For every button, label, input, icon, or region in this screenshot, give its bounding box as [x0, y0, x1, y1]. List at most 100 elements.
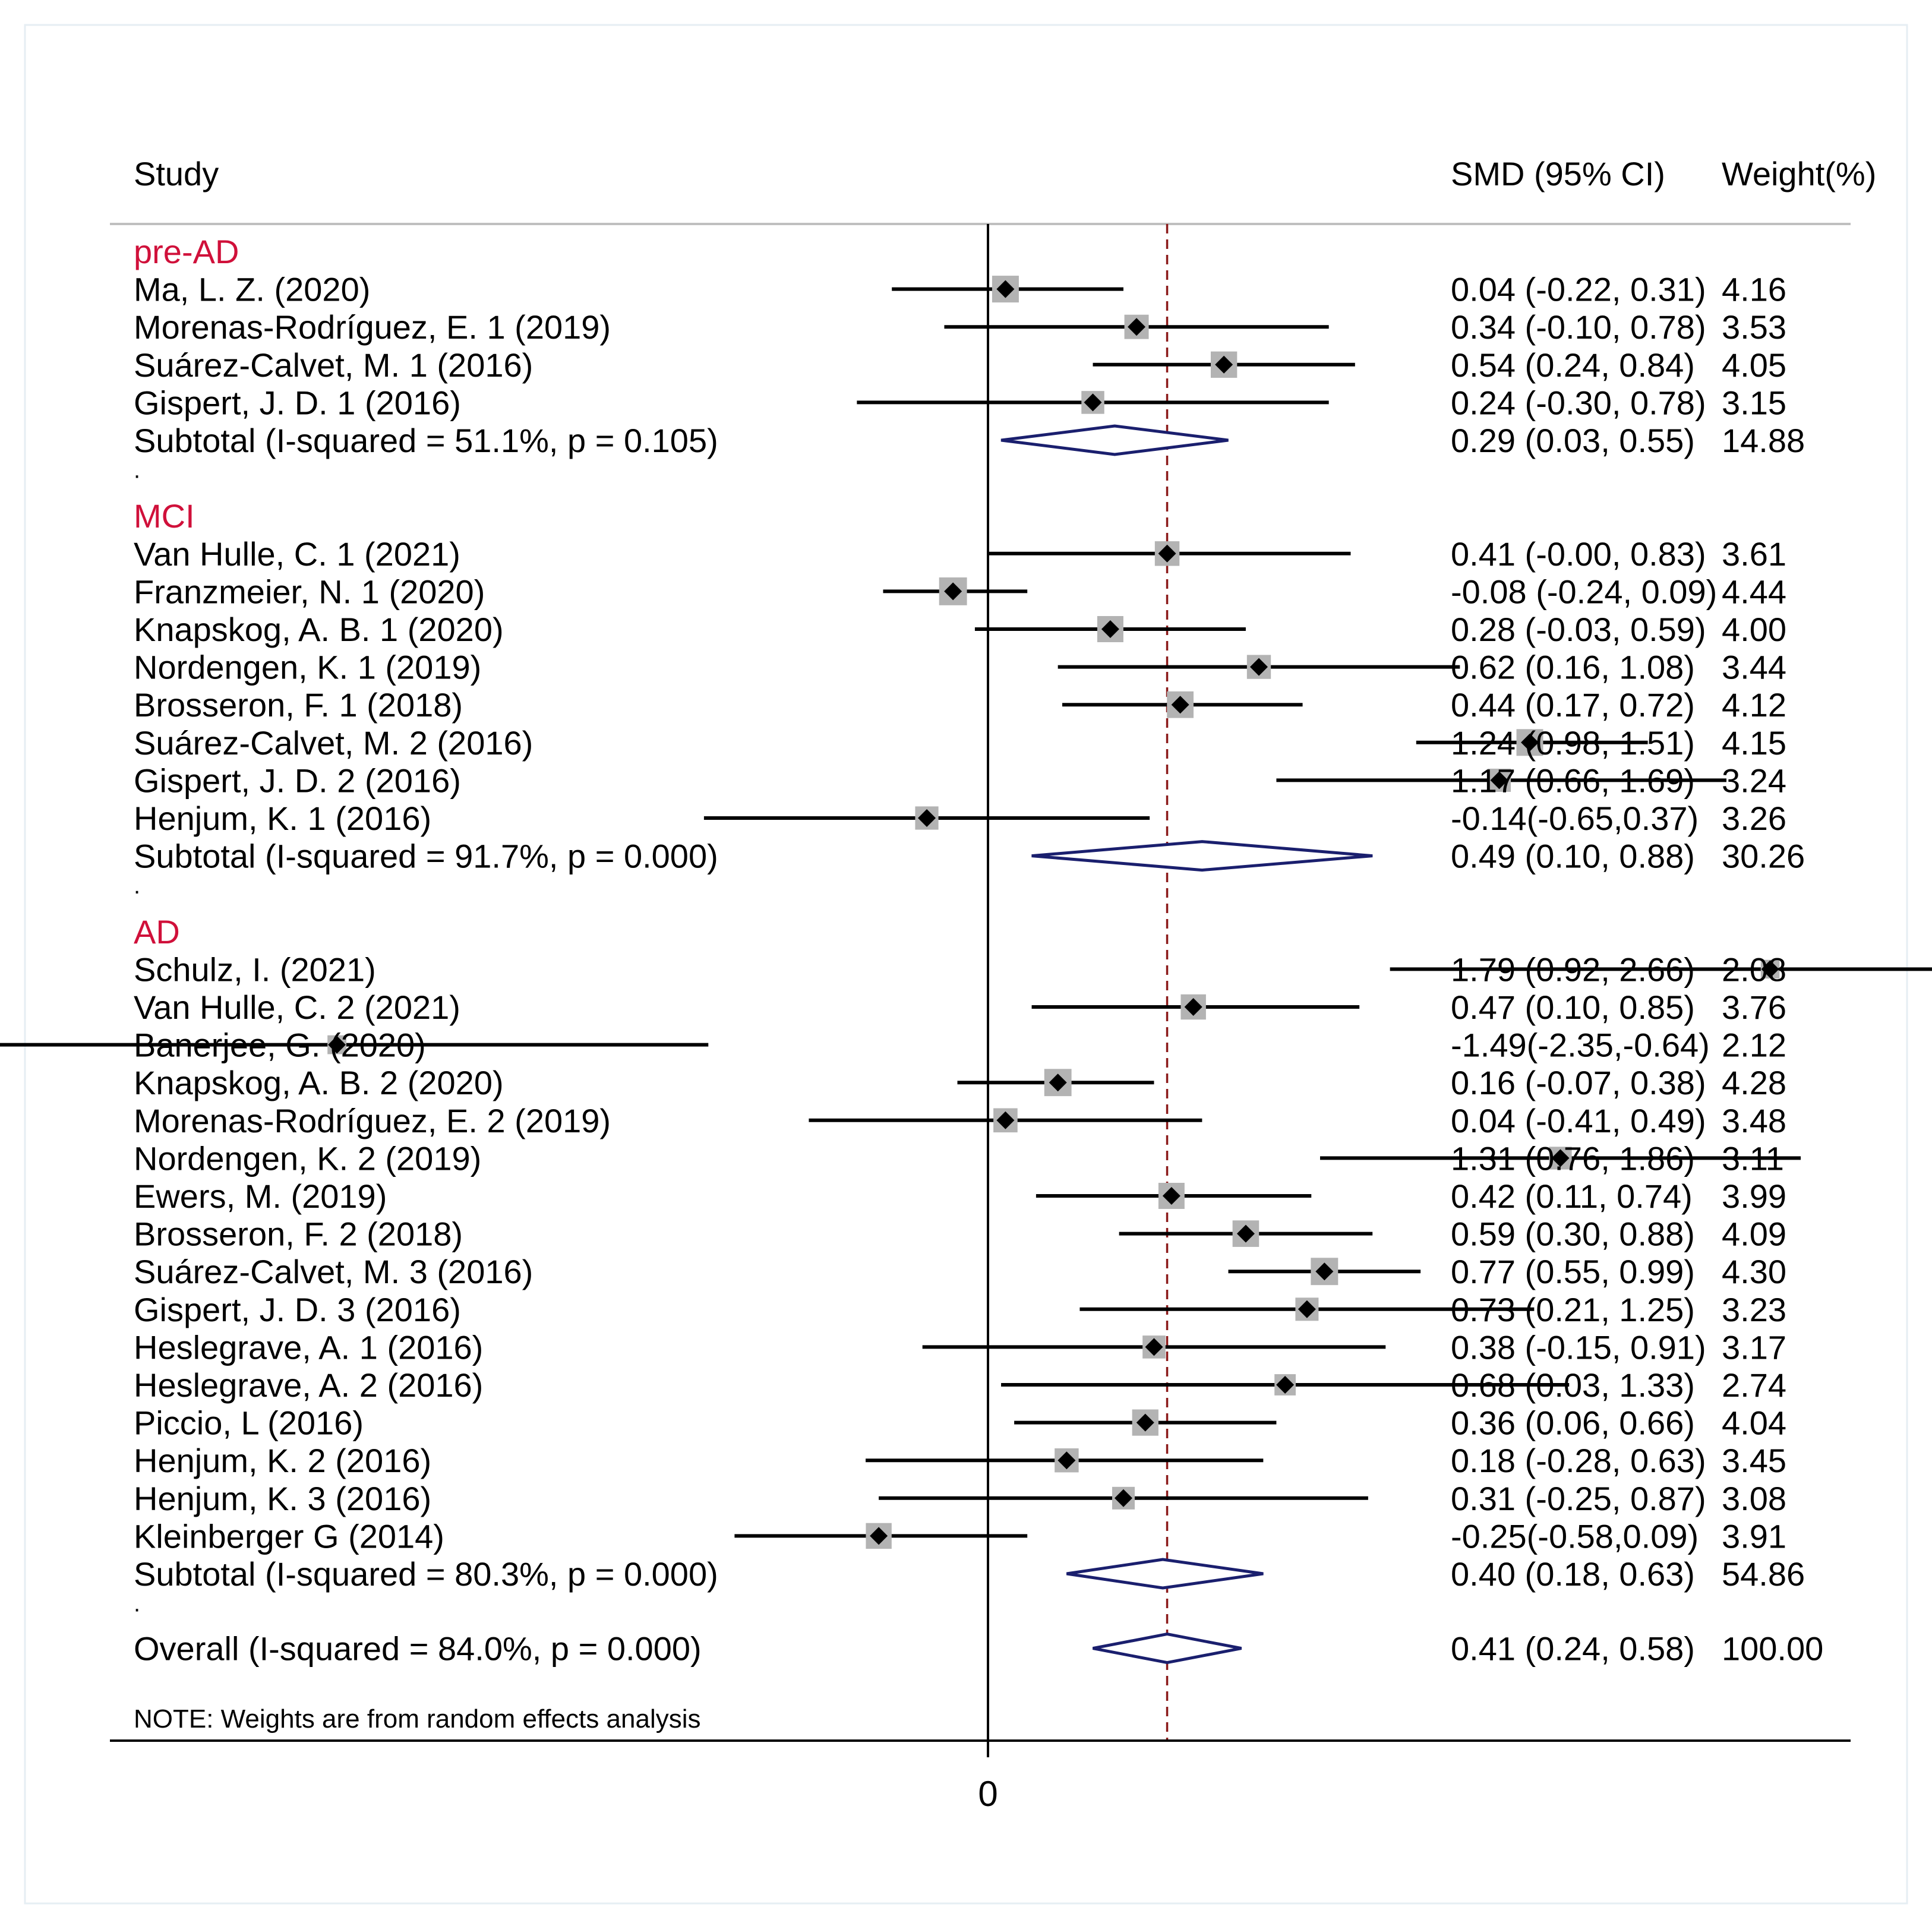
study-row-weight: 3.23 [1722, 1291, 1786, 1328]
study-row-label: Henjum, K. 2 (2016) [134, 1442, 431, 1479]
group-label: AD [134, 913, 180, 951]
study-row-weight: 4.04 [1722, 1404, 1786, 1442]
study-row-weight: 3.44 [1722, 649, 1786, 686]
point-estimate [1162, 1187, 1180, 1205]
subtotal-row-label: Subtotal (I-squared = 80.3%, p = 0.000) [134, 1555, 718, 1593]
point-estimate [328, 1035, 346, 1054]
study-row-weight: 2.08 [1722, 951, 1786, 988]
study-row-label: Knapskog, A. B. 1 (2020) [134, 611, 504, 648]
study-row-ci: 0.34 (-0.10, 0.78) [1451, 308, 1706, 346]
study-row-weight: 3.61 [1722, 535, 1786, 573]
study-row-weight: 3.91 [1722, 1517, 1786, 1555]
study-row-ci: 1.31 (0.76, 1.86) [1451, 1139, 1695, 1177]
study-row-weight: 4.30 [1722, 1253, 1786, 1290]
study-row-weight: 3.24 [1722, 762, 1786, 799]
study-row-ci: 0.42 (0.11, 0.74) [1451, 1177, 1693, 1215]
study-row-ci: 0.31 (-0.25, 0.87) [1451, 1480, 1706, 1517]
study-row-label: Suárez-Calvet, M. 2 (2016) [134, 724, 533, 762]
separator-dot: . [134, 873, 140, 899]
point-estimate [996, 1111, 1015, 1129]
study-row-label: Henjum, K. 1 (2016) [134, 800, 431, 837]
point-estimate [1101, 620, 1119, 638]
group-label: MCI [134, 497, 195, 535]
point-estimate [1128, 318, 1146, 336]
outer-frame [24, 24, 1908, 1905]
overall-row-weight: 100.00 [1722, 1630, 1823, 1668]
study-row-weight: 3.53 [1722, 308, 1786, 346]
study-row-ci: 1.24 (0.98, 1.51) [1451, 724, 1695, 762]
study-row-weight: 3.48 [1722, 1102, 1786, 1139]
study-row-weight: 3.15 [1722, 384, 1786, 421]
study-row-weight: 4.16 [1722, 271, 1786, 308]
point-estimate [1215, 355, 1233, 374]
study-row-ci: -1.49(-2.35,-0.64) [1451, 1027, 1710, 1064]
study-row-weight: 4.15 [1722, 724, 1786, 762]
study-row-label: Kleinberger G (2014) [134, 1517, 444, 1555]
study-row-label: Morenas-Rodríguez, E. 2 (2019) [134, 1102, 611, 1139]
study-row-label: Gispert, J. D. 2 (2016) [134, 762, 461, 799]
study-row-weight: 2.74 [1722, 1366, 1786, 1404]
study-row-ci: 1.79 (0.92, 2.66) [1451, 951, 1695, 988]
study-row-ci: 0.38 (-0.15, 0.91) [1451, 1328, 1706, 1366]
study-row-weight: 4.44 [1722, 573, 1786, 610]
subtotal-diamond [1000, 424, 1229, 456]
point-estimate [1236, 1224, 1255, 1243]
study-row-label: Heslegrave, A. 2 (2016) [134, 1366, 483, 1404]
study-row-ci: 0.77 (0.55, 0.99) [1451, 1253, 1695, 1290]
point-estimate [1171, 696, 1189, 714]
subtotal-diamond [1066, 1558, 1264, 1590]
study-row-label: Knapskog, A. B. 2 (2020) [134, 1064, 504, 1101]
overall-row-ci: 0.41 (0.24, 0.58) [1451, 1630, 1695, 1668]
point-estimate [1184, 998, 1202, 1016]
subtotal-row-ci: 0.49 (0.10, 0.88) [1451, 838, 1695, 875]
study-row-weight: 4.00 [1722, 611, 1786, 648]
study-row-weight: 3.26 [1722, 800, 1786, 837]
group-label: pre-AD [134, 233, 239, 270]
study-row-weight: 4.09 [1722, 1215, 1786, 1253]
subtotal-row-label: Subtotal (I-squared = 91.7%, p = 0.000) [134, 838, 718, 875]
point-estimate [870, 1527, 888, 1545]
study-row-ci: 0.44 (0.17, 0.72) [1451, 686, 1695, 724]
x-tick-label: 0 [978, 1774, 997, 1814]
overall-diamond [1093, 1633, 1242, 1665]
study-row-label: Morenas-Rodríguez, E. 1 (2019) [134, 308, 611, 346]
study-row-ci: 0.54 (0.24, 0.84) [1451, 346, 1695, 384]
point-estimate [1315, 1262, 1334, 1281]
subtotal-row-label: Subtotal (I-squared = 51.1%, p = 0.105) [134, 422, 718, 459]
study-row-ci: 0.68 (0.03, 1.33) [1451, 1366, 1695, 1404]
study-row-label: Brosseron, F. 1 (2018) [134, 686, 463, 724]
study-row-ci: 0.41 (-0.00, 0.83) [1451, 535, 1706, 573]
point-estimate [1049, 1073, 1067, 1092]
study-row-label: Brosseron, F. 2 (2018) [134, 1215, 463, 1253]
study-row-weight: 4.05 [1722, 346, 1786, 384]
study-row-weight: 3.17 [1722, 1328, 1786, 1366]
point-estimate [1490, 771, 1508, 790]
study-row-label: Banerjee, G. (2020) [134, 1027, 426, 1064]
point-estimate [1084, 393, 1102, 412]
point-estimate [1761, 960, 1779, 978]
study-row-ci: 0.16 (-0.07, 0.38) [1451, 1064, 1706, 1101]
study-row-label: Van Hulle, C. 1 (2021) [134, 535, 460, 573]
study-row-label: Nordengen, K. 2 (2019) [134, 1139, 481, 1177]
study-row-ci: 0.36 (0.06, 0.66) [1451, 1404, 1695, 1442]
study-row-weight: 3.45 [1722, 1442, 1786, 1479]
subtotal-diamond [1031, 840, 1373, 872]
study-row-weight: 3.76 [1722, 989, 1786, 1026]
study-row-ci: 0.47 (0.10, 0.85) [1451, 989, 1695, 1026]
study-row-ci: -0.08 (-0.24, 0.09) [1451, 573, 1717, 610]
header-weight: Weight(%) [1722, 155, 1876, 192]
study-row-ci: 0.28 (-0.03, 0.59) [1451, 611, 1706, 648]
point-estimate [996, 280, 1015, 298]
overall-row-label: Overall (I-squared = 84.0%, p = 0.000) [134, 1630, 702, 1668]
study-row-weight: 2.12 [1722, 1027, 1786, 1064]
point-estimate [1551, 1149, 1570, 1167]
study-row-ci: -0.25(-0.58,0.09) [1451, 1517, 1699, 1555]
point-estimate [1115, 1489, 1133, 1507]
subtotal-row-ci: 0.29 (0.03, 0.55) [1451, 422, 1695, 459]
study-row-ci: 0.59 (0.30, 0.88) [1451, 1215, 1695, 1253]
study-row-ci: -0.14(-0.65,0.37) [1451, 800, 1699, 837]
study-row-label: Van Hulle, C. 2 (2021) [134, 989, 460, 1026]
x-axis: -2.6602.66 [978, 1741, 998, 1814]
